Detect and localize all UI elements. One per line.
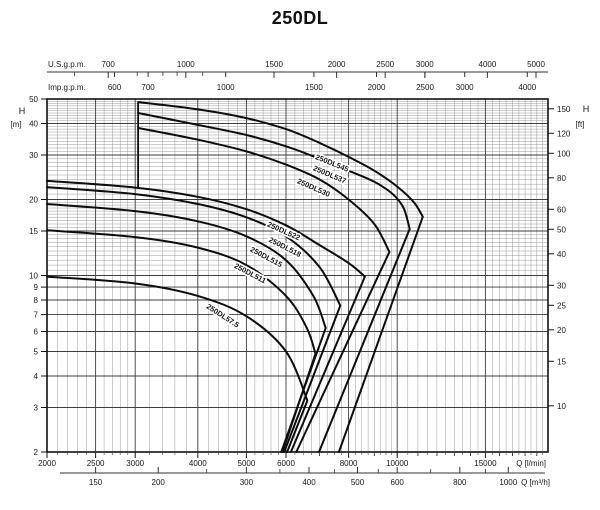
- svg-text:1000: 1000: [217, 83, 235, 92]
- svg-text:3000: 3000: [416, 60, 434, 69]
- svg-text:80: 80: [557, 174, 566, 183]
- svg-text:20: 20: [557, 326, 566, 335]
- svg-text:2000: 2000: [368, 83, 386, 92]
- svg-text:6000: 6000: [277, 459, 295, 468]
- svg-text:10: 10: [557, 402, 566, 411]
- svg-text:40: 40: [29, 120, 38, 129]
- svg-text:50: 50: [557, 225, 566, 234]
- svg-text:8: 8: [34, 296, 39, 305]
- svg-text:10000: 10000: [386, 459, 409, 468]
- svg-text:400: 400: [302, 478, 316, 487]
- svg-text:6: 6: [34, 328, 39, 337]
- svg-text:5000: 5000: [238, 459, 256, 468]
- svg-text:5: 5: [34, 348, 39, 357]
- svg-text:40: 40: [557, 250, 566, 259]
- svg-text:3000: 3000: [456, 83, 474, 92]
- svg-text:1500: 1500: [265, 60, 283, 69]
- svg-text:[ft]: [ft]: [576, 120, 585, 129]
- svg-text:50: 50: [29, 95, 38, 104]
- svg-text:30: 30: [557, 281, 566, 290]
- svg-text:250DL530: 250DL530: [296, 176, 332, 198]
- svg-text:500: 500: [351, 478, 365, 487]
- svg-text:4: 4: [34, 372, 39, 381]
- chart-title: 250DL: [271, 8, 329, 28]
- svg-text:2500: 2500: [416, 83, 434, 92]
- svg-text:Q [l/min]: Q [l/min]: [516, 459, 546, 468]
- svg-text:9: 9: [34, 283, 39, 292]
- svg-text:Q [m³/h]: Q [m³/h]: [521, 478, 550, 487]
- svg-text:600: 600: [108, 83, 122, 92]
- svg-text:120: 120: [557, 129, 571, 138]
- svg-text:3: 3: [34, 404, 39, 413]
- svg-text:1000: 1000: [499, 478, 517, 487]
- svg-text:15: 15: [557, 357, 566, 366]
- svg-text:[m]: [m]: [10, 120, 21, 129]
- svg-text:Imp.g.p.m.: Imp.g.p.m.: [48, 83, 86, 92]
- svg-text:700: 700: [141, 83, 155, 92]
- svg-text:7: 7: [34, 311, 39, 320]
- svg-text:600: 600: [391, 478, 405, 487]
- svg-text:250DL57.5: 250DL57.5: [205, 302, 241, 330]
- svg-text:25: 25: [557, 301, 566, 310]
- svg-text:1000: 1000: [177, 60, 195, 69]
- svg-text:60: 60: [557, 205, 566, 214]
- svg-text:300: 300: [240, 478, 254, 487]
- svg-text:2: 2: [34, 448, 39, 457]
- svg-text:250DL511: 250DL511: [233, 261, 268, 285]
- svg-text:150: 150: [89, 478, 103, 487]
- svg-text:U.S.g.p.m.: U.S.g.p.m.: [48, 60, 86, 69]
- svg-text:20: 20: [29, 196, 38, 205]
- svg-text:5000: 5000: [527, 60, 545, 69]
- svg-text:700: 700: [102, 60, 116, 69]
- svg-text:1500: 1500: [305, 83, 323, 92]
- svg-text:2500: 2500: [376, 60, 394, 69]
- svg-text:2500: 2500: [87, 459, 105, 468]
- svg-text:15000: 15000: [474, 459, 497, 468]
- svg-text:100: 100: [557, 149, 571, 158]
- svg-text:150: 150: [557, 105, 571, 114]
- svg-text:800: 800: [453, 478, 467, 487]
- svg-text:H: H: [583, 104, 590, 114]
- svg-text:200: 200: [152, 478, 166, 487]
- svg-text:10: 10: [29, 272, 38, 281]
- svg-text:4000: 4000: [189, 459, 207, 468]
- svg-text:4000: 4000: [479, 60, 497, 69]
- svg-text:H: H: [19, 106, 26, 116]
- svg-text:2000: 2000: [328, 60, 346, 69]
- svg-text:2000: 2000: [38, 459, 56, 468]
- svg-text:8000: 8000: [340, 459, 358, 468]
- svg-text:3000: 3000: [126, 459, 144, 468]
- svg-text:4000: 4000: [518, 83, 536, 92]
- svg-text:15: 15: [29, 227, 38, 236]
- svg-text:30: 30: [29, 151, 38, 160]
